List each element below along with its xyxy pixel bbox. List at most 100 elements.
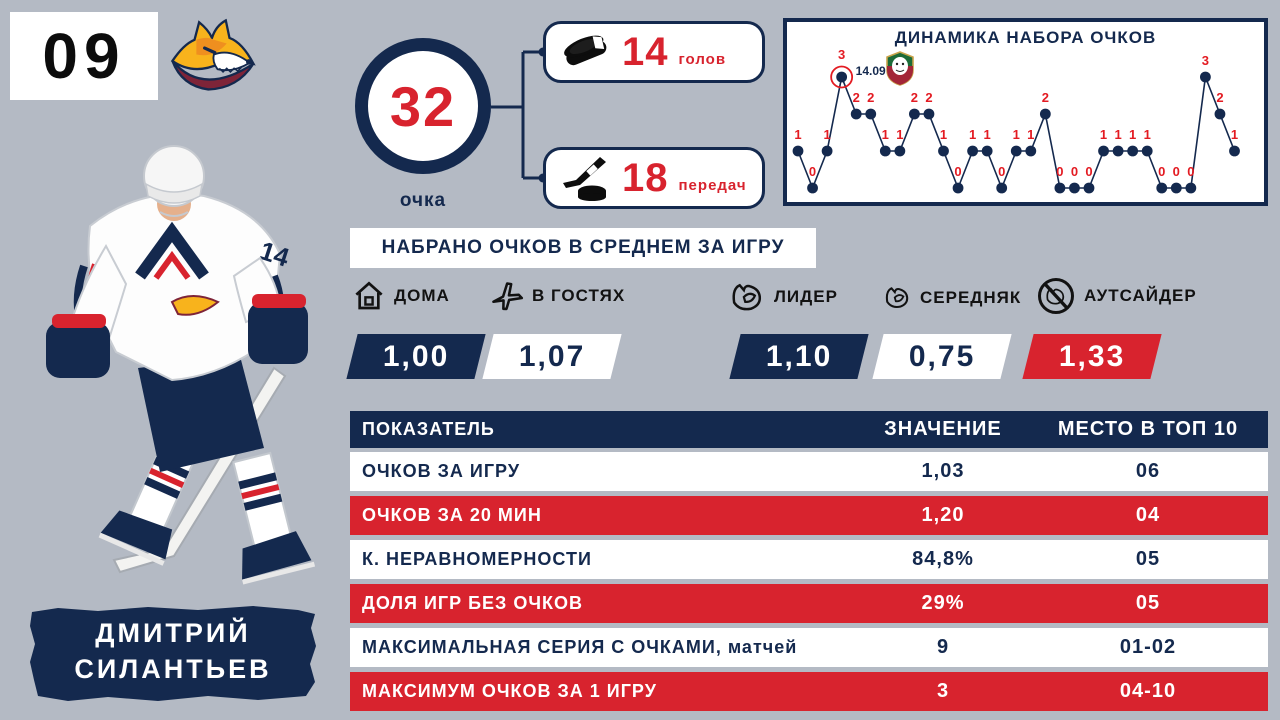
chart-title: ДИНАМИКА НАБОРА ОЧКОВ: [894, 28, 1157, 47]
plane-icon: [492, 282, 524, 311]
chart-point: [879, 145, 891, 157]
table-row: МАКСИМУМ ОЧКОВ ЗА 1 ИГРУ 3 04-10: [350, 672, 1268, 711]
chart-point-label: 1: [896, 127, 903, 142]
assists-label: передач: [678, 176, 747, 194]
chart-point: [938, 145, 949, 157]
fox-logo-svg: [170, 18, 256, 91]
stat-average-value: 0,75: [908, 339, 976, 373]
metric-label: ДОЛЯ ИГР БЕЗ ОЧКОВ: [362, 593, 583, 613]
chart-point: [865, 108, 877, 120]
player-name-plate: ДМИТРИЙ СИЛАНТЬЕВ: [28, 602, 318, 706]
chart-point-label: 0: [1071, 164, 1078, 179]
metric-label: К. НЕРАВНОМЕРНОСТИ: [362, 549, 592, 569]
assists-value: 18: [622, 155, 669, 200]
chart-annotation-date: 14.09: [856, 64, 886, 78]
chart-point: [909, 108, 920, 120]
player-number-box: 09: [10, 12, 158, 100]
stat-leader-label: ЛИДЕР: [774, 287, 838, 306]
stat-home-header: ДОМА: [352, 280, 450, 312]
stat-away-label: В ГОСТЯХ: [532, 286, 626, 305]
metric-label: МАКСИМУМ ОЧКОВ ЗА 1 ИГРУ: [362, 681, 657, 701]
metric-value: 29%: [921, 592, 965, 614]
table-header-metric: ПОКАЗАТЕЛЬ: [362, 419, 495, 439]
metric-value: 1,03: [921, 460, 965, 482]
chart-point-label: 0: [1085, 164, 1092, 179]
stat-outsider-value-badge: 1,33: [1022, 334, 1162, 379]
puck-icon: [564, 35, 607, 66]
stat-home-label: ДОМА: [394, 286, 450, 305]
chart-point-label: 0: [954, 164, 961, 179]
metric-place: 04-10: [1119, 680, 1177, 702]
chart-point: [923, 108, 935, 120]
chart-point-label: 2: [911, 90, 918, 105]
player-photo: 14: [22, 126, 338, 604]
chart-point-label: 0: [1158, 164, 1165, 179]
chart-point-label: 2: [1216, 90, 1223, 105]
chart-point: [1098, 145, 1109, 157]
stat-home-value: 1,00: [382, 339, 450, 373]
table-row: МАКСИМАЛЬНАЯ СЕРИЯ С ОЧКАМИ, матчей 9 01-0…: [350, 628, 1268, 667]
opponent-club-logo-icon: [886, 51, 914, 86]
metric-value: 1,20: [921, 504, 965, 526]
hockey-stick-puck-icon: [563, 157, 606, 201]
chart-point: [1185, 182, 1197, 194]
metric-place: 06: [1135, 460, 1161, 482]
total-points-value: 32: [389, 74, 457, 138]
stat-outsider-value: 1,33: [1058, 339, 1126, 373]
assists-badge: 18 передач: [543, 147, 765, 209]
chart-point-label: 1: [1144, 127, 1151, 142]
metric-label: ОЧКОВ ЗА ИГРУ: [362, 461, 521, 481]
chart-point: [1127, 145, 1139, 157]
chart-point: [850, 108, 862, 120]
player-number: 09: [42, 20, 126, 92]
chart-point-label: 0: [1173, 164, 1180, 179]
stat-outsider-label: АУТСАЙДЕР: [1084, 286, 1197, 305]
chart-point-label: 0: [1187, 164, 1194, 179]
chart-point: [1054, 182, 1066, 194]
bicep-icon: [732, 283, 762, 311]
stat-average-value-badge: 0,75: [872, 334, 1012, 379]
player-first-name: ДМИТРИЙ: [95, 618, 251, 648]
no-bicep-icon: [1038, 278, 1074, 314]
chart-point-label: 1: [940, 127, 947, 142]
stat-leader-value: 1,10: [765, 339, 833, 373]
chart-point: [1229, 145, 1240, 157]
chart-point-label: 2: [1042, 90, 1049, 105]
chart-point: [1069, 182, 1080, 194]
home-icon: [355, 281, 383, 310]
goals-value: 14: [622, 29, 669, 74]
player-illustration-svg: 14: [46, 145, 316, 585]
chart-point-label: 2: [867, 90, 874, 105]
metric-place: 04: [1135, 504, 1161, 526]
name-plate-background: [30, 606, 316, 701]
table-row: ДОЛЯ ИГР БЕЗ ОЧКОВ 29% 05: [350, 584, 1268, 623]
total-points-circle: 32: [355, 38, 491, 174]
chart-point: [996, 182, 1008, 194]
avg-points-section-title: НАБРАНО ОЧКОВ В СРЕДНЕМ ЗА ИГРУ: [350, 228, 816, 268]
chart-highlight-circle: [830, 65, 854, 89]
total-points-unit: очка: [399, 190, 447, 211]
table-row: ОЧКОВ ЗА ИГРУ 1,03 06: [350, 452, 1268, 491]
chart-point-label: 1: [1129, 127, 1136, 142]
metric-place: 05: [1135, 592, 1161, 614]
chart-point: [792, 145, 804, 157]
table-row: К. НЕРАВНОМЕРНОСТИ 84,8% 05: [350, 540, 1268, 579]
chart-point: [1214, 108, 1226, 120]
stat-leader-value-badge: 1,10: [729, 334, 869, 379]
bicep-small-icon: [885, 287, 909, 308]
chart-point-label: 1: [794, 127, 801, 142]
chart-point-label: 1: [1231, 127, 1238, 142]
table-header-row: ПОКАЗАТЕЛЬ ЗНАЧЕНИЕ МЕСТО В ТОП 10: [350, 411, 1268, 448]
chart-point-label: 1: [823, 127, 830, 142]
chart-point: [1141, 145, 1153, 157]
metric-place: 01-02: [1119, 636, 1177, 658]
chart-point: [952, 182, 964, 194]
chart-point-label: 1: [1027, 127, 1034, 142]
chart-point-label: 0: [809, 164, 816, 179]
goals-label: голов: [678, 50, 727, 68]
stat-average-header: СЕРЕДНЯК: [884, 284, 1021, 311]
metrics-table: ПОКАЗАТЕЛЬ ЗНАЧЕНИЕ МЕСТО В ТОП 10 ОЧКОВ…: [350, 411, 1268, 716]
chart-point: [1200, 71, 1211, 83]
